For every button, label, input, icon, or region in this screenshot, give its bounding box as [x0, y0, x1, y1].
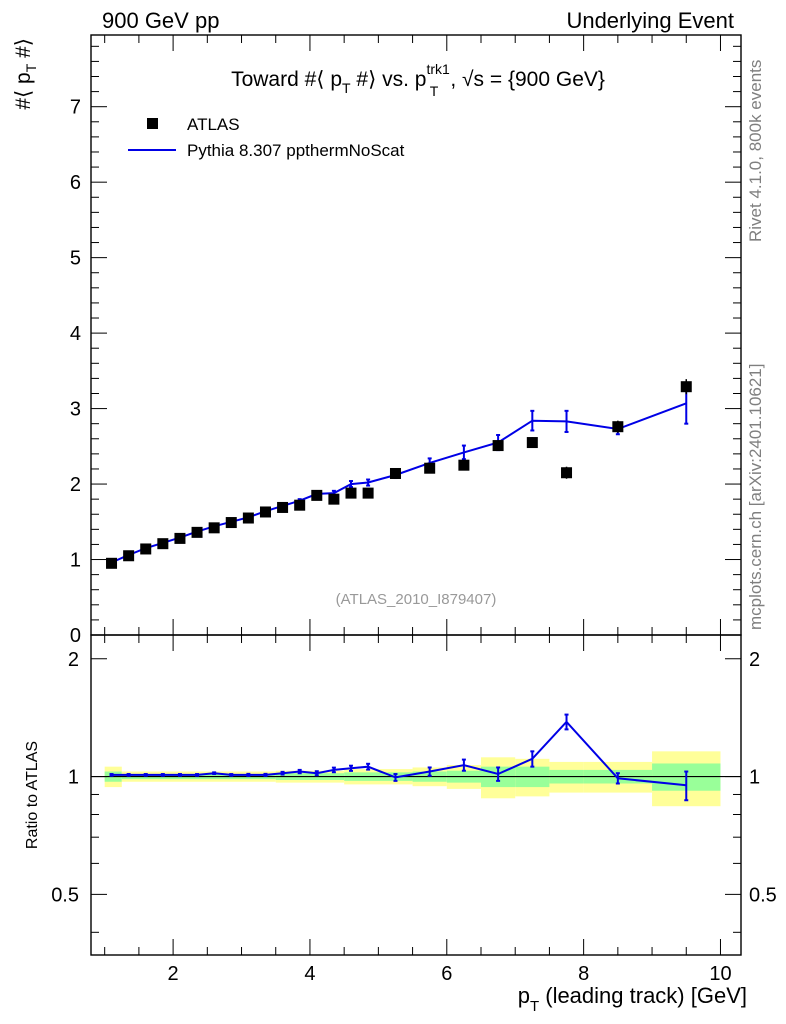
- atlas-data-point: [242, 512, 254, 524]
- ratio-y-tick-label: 1: [68, 767, 79, 789]
- atlas-data-point: [123, 550, 135, 562]
- atlas-data-point: [140, 543, 152, 555]
- main-legend: ATLAS Pythia 8.307 ppthermNoScat: [128, 115, 405, 160]
- ratio-y-tick-label: 0.5: [51, 884, 79, 906]
- atlas-data-point: [106, 557, 118, 569]
- x-tick-label: 4: [304, 963, 315, 985]
- main-chart-title: Toward #⟨ pT #⟩ vs. ptrk1 T, √s = {900 Ge…: [231, 61, 605, 99]
- header-left-label: 900 GeV pp: [102, 8, 219, 33]
- ratio-y-tick-label-right: 2: [749, 649, 760, 671]
- ratio-y-axis-label: Ratio to ATLAS: [24, 741, 41, 849]
- mcplots-source-label: mcplots.cern.ch [arXiv:2401.10621]: [746, 364, 765, 630]
- ratio-y-tick-label: 2: [68, 649, 79, 671]
- main-y-axis-label: #⟨ pT #⟩: [12, 38, 39, 110]
- ratio-series: [109, 713, 689, 802]
- atlas-data-point: [191, 526, 203, 538]
- atlas-data-point: [458, 459, 470, 471]
- main-y-tick-label: 3: [70, 399, 81, 421]
- legend-mc-label: Pythia 8.307 ppthermNoScat: [187, 141, 405, 160]
- legend-atlas-marker: [147, 118, 158, 129]
- atlas-data-point: [294, 499, 306, 511]
- atlas-data-point: [680, 381, 692, 393]
- atlas-data-point: [225, 517, 237, 529]
- atlas-data-point: [311, 489, 323, 501]
- main-y-tick-label: 6: [70, 172, 81, 194]
- atlas-data-point: [561, 467, 573, 479]
- atlas-data-point: [277, 501, 289, 513]
- x-tick-label: 10: [709, 963, 731, 985]
- x-axis-label: pT (leading track) [GeV]: [518, 983, 747, 1015]
- ratio-frame: [90, 634, 742, 956]
- main-y-ticks: 0 1 2 3 4 5 6 7: [70, 45, 741, 647]
- atlas-data-point: [328, 493, 340, 505]
- header-right-label: Underlying Event: [566, 8, 734, 33]
- atlas-data-point: [526, 437, 538, 449]
- main-y-tick-label: 4: [70, 323, 81, 345]
- atlas-data-point: [174, 532, 186, 544]
- atlas-data-point: [362, 487, 374, 499]
- atlas-data-point: [208, 522, 220, 534]
- ratio-y-ticks: 0.5 0.5 1 1 2 2: [51, 649, 777, 933]
- x-tick-label: 8: [578, 963, 589, 985]
- x-ticks: 2 4 6 8 10: [104, 35, 732, 985]
- atlas-data-point: [157, 538, 169, 550]
- legend-atlas-label: ATLAS: [187, 115, 240, 134]
- ratio-y-tick-label-right: 1: [749, 767, 760, 789]
- main-y-tick-label: 7: [70, 97, 81, 119]
- main-panel: #⟨ pT #⟩ Toward #⟨ pT #⟩ vs. ptrk1 T, √s …: [12, 34, 742, 647]
- atlas-data-point: [424, 462, 436, 474]
- mc-series-line: [111, 402, 687, 564]
- atlas-data-point: [389, 467, 401, 479]
- atlas-data-point: [345, 487, 357, 499]
- ratio-bands: [91, 751, 741, 807]
- main-series: [106, 379, 692, 569]
- x-tick-label: 6: [441, 963, 452, 985]
- x-tick-label: 2: [168, 963, 179, 985]
- atlas-data-point: [612, 421, 624, 433]
- main-y-tick-label: 2: [70, 474, 81, 496]
- main-y-tick-label: 1: [70, 550, 81, 572]
- main-y-tick-label: 0: [70, 625, 81, 647]
- atlas-data-point: [492, 440, 504, 452]
- rivet-version-label: Rivet 4.1.0, 800k events: [746, 60, 765, 242]
- atlas-data-point: [259, 506, 271, 518]
- ratio-y-tick-label-right: 0.5: [749, 884, 777, 906]
- analysis-watermark: (ATLAS_2010_I879407): [336, 591, 497, 608]
- main-y-tick-label: 5: [70, 248, 81, 270]
- ratio-series-line: [111, 720, 687, 787]
- ratio-panel: Ratio to ATLAS 0.5 0.51 12 2 2 4 6 8 10 pT (lea…: [24, 35, 777, 1015]
